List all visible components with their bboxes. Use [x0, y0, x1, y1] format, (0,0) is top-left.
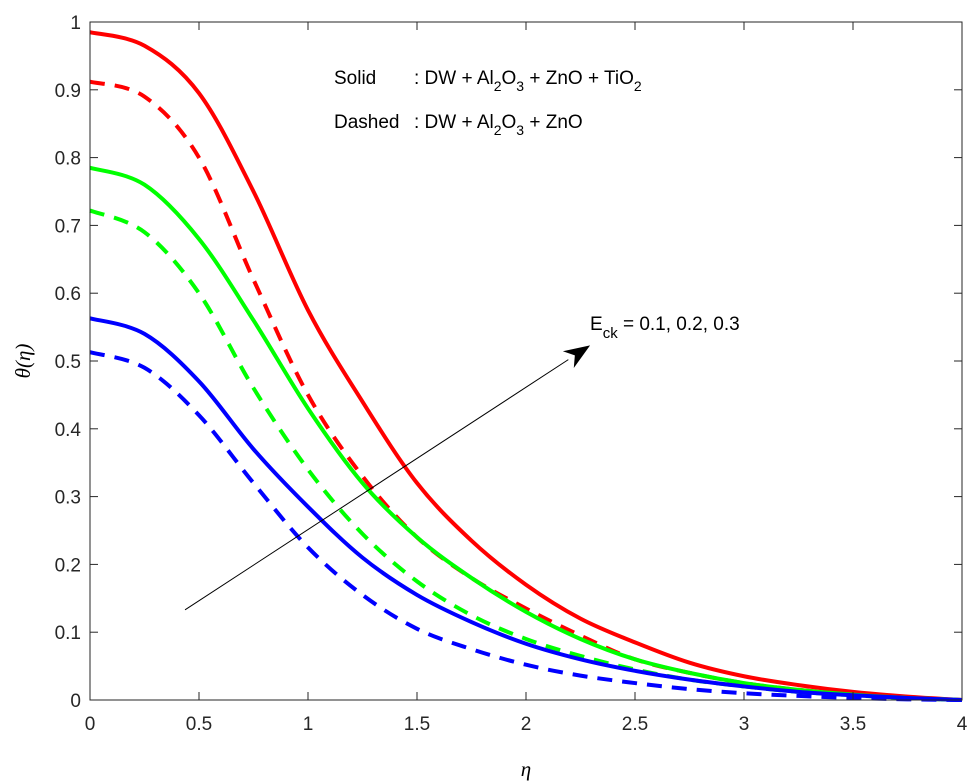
ticks: 0 0.5 1 1.5 2 2.5 3 3.5 4 0 0.1 0.2 0.3 0.4 0.5 0.6 0.7 0… — [55, 13, 968, 735]
y-tick-label: 0.7 — [55, 216, 81, 237]
x-tick-label: 2.5 — [622, 714, 648, 735]
series-line-5 — [89, 350, 963, 702]
arrow — [184, 345, 591, 611]
series-line-0 — [89, 30, 963, 702]
series-line-4 — [89, 316, 963, 702]
arrow-head — [562, 345, 591, 368]
x-tick-label: 0 — [85, 714, 96, 735]
arrow-label: Eck = 0.1, 0.2, 0.3 — [590, 314, 740, 342]
x-tick-label: 1.5 — [404, 714, 430, 735]
y-tick-label: 0.3 — [55, 488, 81, 509]
legend-dashed: Dashed : DW + Al2O3 + ZnO — [334, 112, 583, 138]
x-tick-label: 1 — [303, 714, 314, 735]
y-tick-label: 0.6 — [55, 284, 81, 305]
y-tick-label: 0 — [70, 691, 81, 712]
curves — [89, 30, 963, 702]
y-tick-label: 0.9 — [55, 81, 81, 102]
arrow-shaft — [184, 359, 569, 611]
x-tick-label: 4 — [957, 714, 968, 735]
y-tick-label: 0.1 — [55, 623, 81, 644]
x-tick-label: 0.5 — [186, 714, 212, 735]
legend-solid: Solid : DW + Al2O3 + ZnO + TiO2 — [334, 68, 642, 94]
y-tick-label: 0.8 — [55, 149, 81, 170]
series-line-1 — [89, 79, 963, 702]
x-tick-label: 3.5 — [840, 714, 866, 735]
y-axis-label: θ(η) — [11, 344, 35, 379]
x-tick-label: 3 — [739, 714, 750, 735]
y-tick-label: 0.5 — [55, 352, 81, 373]
x-tick-label: 2 — [521, 714, 532, 735]
x-axis-label: η — [521, 757, 531, 781]
series-line-3 — [89, 208, 963, 702]
y-tick-label: 1 — [70, 13, 81, 34]
y-tick-label: 0.2 — [55, 555, 81, 576]
y-tick-label: 0.4 — [55, 420, 82, 441]
series-line-2 — [89, 165, 963, 702]
